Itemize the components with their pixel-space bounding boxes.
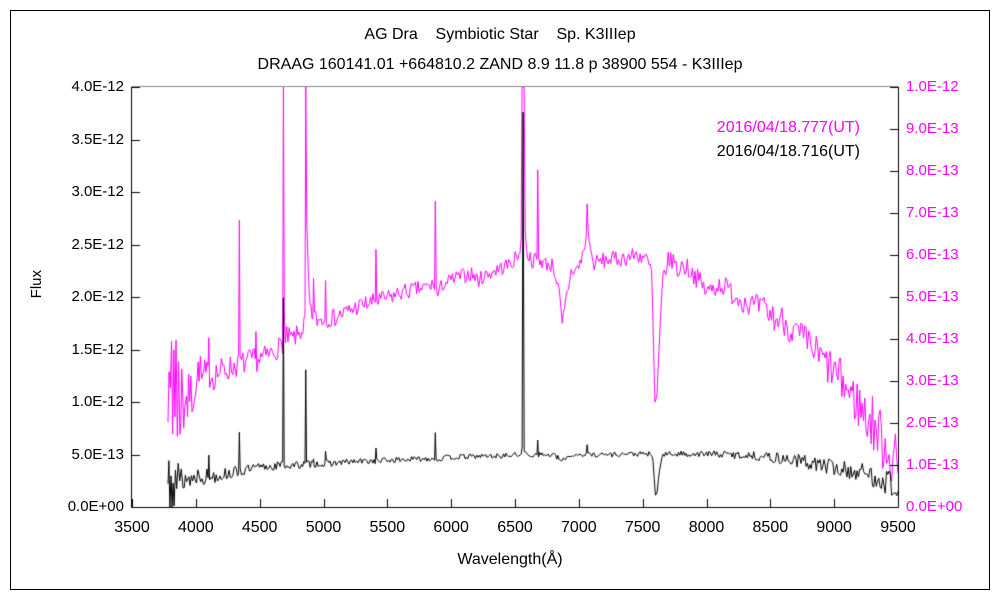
wavelength-axis-label: Wavelength(Å) [457,551,563,568]
y-right-tick-label: 9.0E-13 [906,120,959,137]
y-right-tick-label: 1.0E-13 [906,456,959,473]
y-left-tick-label: 0.0E+00 [67,498,124,515]
y-right-tick-label: 6.0E-13 [906,246,959,263]
x-tick-label: 5000 [305,519,342,536]
y-left-tick-label: 4.0E-12 [71,78,124,95]
chart-title: AG Dra Symbiotic Star Sp. K3IIIep [364,26,636,43]
legend-item-magenta: 2016/04/18.777(UT) [716,119,860,136]
x-tick-label: 4000 [178,519,214,536]
y-left-tick-label: 2.0E-12 [71,288,124,305]
x-tick-label: 7000 [561,519,597,536]
x-tick-label: 9500 [880,519,916,536]
x-tick-label: 9000 [816,519,852,536]
chart-subtitle: DRAAG 160141.01 +664810.2 ZAND 8.9 11.8 … [257,56,743,73]
x-tick-label: 6500 [497,519,533,536]
x-tick-label: 8500 [752,519,789,536]
x-tick-label: 4500 [241,519,278,536]
y-left-tick-label: 5.0E-13 [71,445,124,463]
x-tick-label: 7500 [624,519,661,536]
y-right-tick-label: 8.0E-13 [906,162,959,179]
y-left-tick-label: 2.5E-12 [71,235,124,253]
x-tick-label: 8000 [688,519,725,536]
y-right-tick-label: 7.0E-13 [906,204,959,221]
y-right-tick-label: 4.0E-13 [906,330,959,347]
y-right-tick-label: 3.0E-13 [906,372,959,389]
legend: 2016/04/18.777(UT) 2016/04/18.716(UT) [717,116,860,164]
y-right-tick-label: 2.0E-13 [906,414,959,431]
x-tick-label: 3500 [114,519,150,536]
y-left-tick-label: 1.0E-12 [71,393,124,410]
y-right-tick-label: 0.0E+00 [906,498,963,515]
y-left-tick-label: 3.0E-12 [71,183,124,200]
y-left-tick-label: 1.5E-12 [71,340,124,358]
x-tick-label: 6000 [433,519,469,536]
y-right-tick-label: 1.0E-12 [906,78,959,95]
y-right-tick-label: 5.0E-13 [906,288,959,305]
y-left-tick-label: 3.5E-12 [71,130,124,148]
legend-item-black: 2016/04/18.716(UT) [716,143,860,160]
x-tick-label: 5500 [369,519,406,536]
